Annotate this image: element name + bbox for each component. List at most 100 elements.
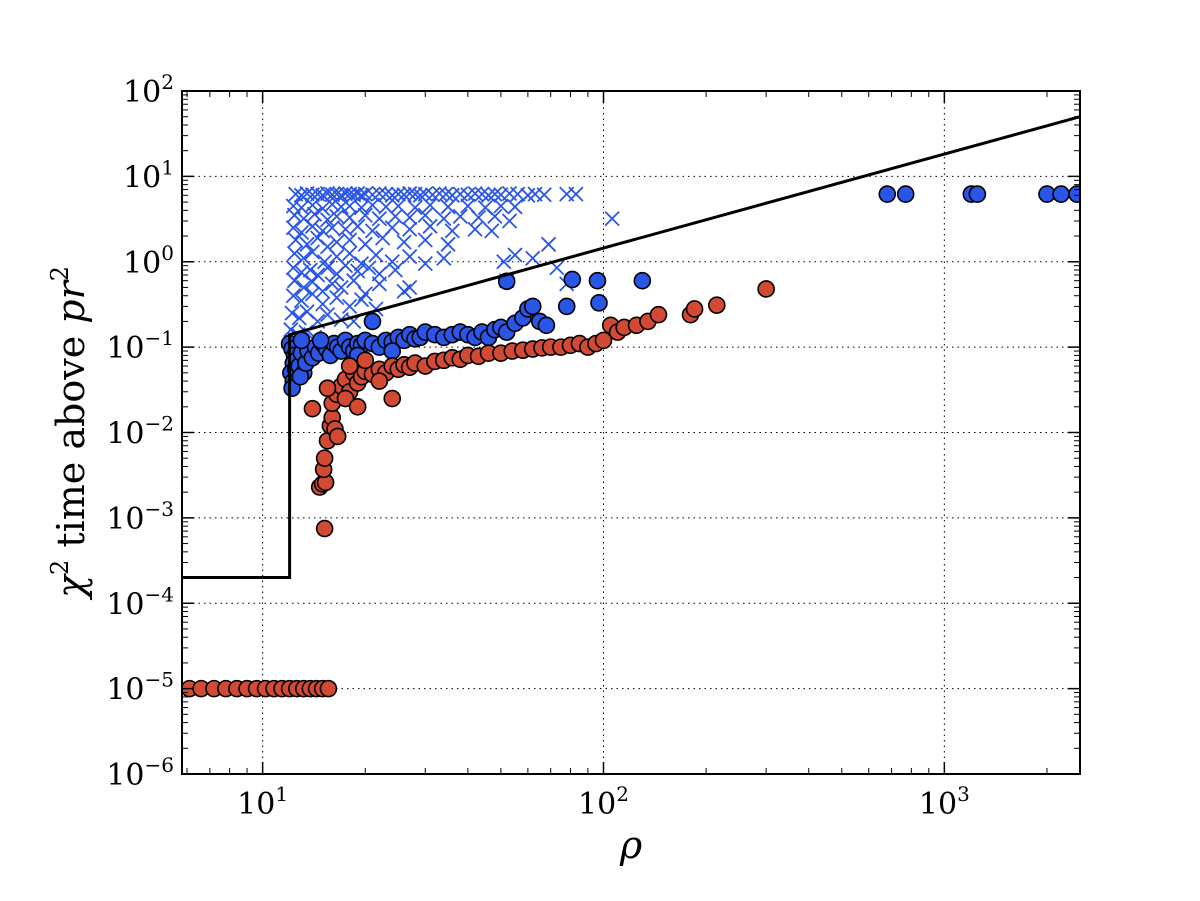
y-label-var: pr [49, 278, 93, 323]
blue-circle-marker [1052, 185, 1070, 203]
x-marker-stroke [304, 218, 321, 234]
x-marker-stroke [371, 210, 387, 227]
x-marker [288, 186, 304, 202]
x-marker [324, 276, 340, 292]
x-marker-stroke [315, 283, 331, 299]
x-marker [288, 232, 304, 248]
x-marker-stroke [293, 187, 310, 203]
x-marker-stroke [357, 207, 373, 223]
x-marker-stroke [467, 185, 483, 202]
x-marker [540, 236, 557, 252]
x-marker [293, 293, 310, 309]
x-marker [396, 234, 412, 250]
red-circle-marker [340, 357, 359, 375]
x-marker-stroke [375, 230, 391, 246]
x-marker [387, 208, 403, 225]
x-marker-stroke [315, 296, 331, 312]
x-marker-stroke [319, 307, 336, 323]
x-marker [296, 279, 312, 296]
x-marker [422, 197, 438, 213]
x-marker-stroke [329, 208, 345, 225]
x-marker-stroke [350, 218, 366, 234]
x-marker-stroke [493, 198, 509, 214]
x-marker [536, 187, 552, 203]
red-circle-marker [336, 389, 355, 408]
x-marker-stroke [364, 223, 381, 239]
x-marker [493, 198, 509, 214]
x-marker-stroke [396, 234, 412, 250]
series-2 [182, 280, 775, 698]
x-marker [487, 186, 503, 202]
x-marker-stroke [337, 185, 354, 202]
x-marker-stroke [293, 224, 310, 241]
x-marker-stroke [536, 187, 552, 203]
blue-circle-marker [878, 185, 897, 203]
x-marker [436, 250, 452, 266]
x-marker-stroke [440, 236, 456, 252]
x-marker-stroke [304, 274, 321, 290]
x-marker-stroke [507, 199, 523, 215]
x-marker-stroke [470, 209, 487, 226]
x-marker-stroke [285, 288, 301, 304]
x-marker-stroke [390, 198, 406, 214]
y-tick-label: 100 [123, 241, 174, 281]
x-marker [525, 250, 541, 266]
x-marker-stroke [440, 199, 456, 215]
x-marker-stroke [387, 208, 403, 225]
y-axis-label: χ2 time above pr2 [46, 266, 93, 601]
y-label-mid: time above [49, 324, 93, 560]
x-marker-stroke [299, 236, 315, 252]
x-marker-stroke [444, 223, 460, 239]
x-marker [422, 218, 438, 234]
red-circle-marker [649, 305, 668, 324]
blue-circle-marker [363, 312, 382, 331]
x-marker-stroke [417, 232, 433, 248]
red-circle-marker [356, 351, 375, 370]
x-marker-stroke [604, 210, 620, 227]
x-marker [346, 273, 362, 289]
x-marker [333, 279, 349, 296]
x-marker [496, 254, 512, 270]
x-marker-stroke [333, 279, 349, 296]
x-marker [304, 244, 321, 260]
y-tick-label: 10−5 [106, 668, 174, 708]
x-marker [286, 207, 303, 223]
y-tick-label: 101 [123, 155, 174, 195]
x-marker-stroke [310, 230, 326, 246]
x-marker-stroke [417, 256, 433, 272]
x-marker-stroke [364, 197, 381, 213]
x-marker-stroke [350, 185, 366, 202]
x-marker [452, 208, 468, 225]
x-marker-stroke [304, 244, 321, 260]
x-marker-stroke [342, 298, 358, 315]
x-marker [350, 263, 366, 279]
x-marker-stroke [293, 264, 310, 281]
x-marker [324, 196, 340, 213]
x-marker-stroke [293, 293, 310, 309]
x-marker [371, 185, 387, 202]
x-marker [440, 199, 456, 215]
y-tick-label: 10−1 [106, 326, 174, 366]
x-marker-stroke [422, 218, 438, 234]
series-1 [280, 185, 1080, 398]
blue-circle-marker [590, 294, 608, 312]
red-circle-marker [370, 372, 389, 390]
x-marker [285, 288, 301, 304]
red-circle-marker [685, 300, 704, 318]
red-circle-marker [319, 679, 338, 698]
x-marker [368, 247, 384, 263]
x-marker-stroke [384, 254, 400, 270]
red-circle-marker [318, 379, 337, 398]
x-marker [342, 232, 358, 248]
red-circle-marker [708, 296, 726, 314]
x-marker-stroke [357, 186, 373, 202]
x-marker [337, 258, 354, 274]
x-marker [487, 208, 503, 225]
x-marker [402, 279, 418, 296]
x-marker [350, 218, 366, 234]
x-marker [407, 200, 423, 216]
x-marker-stroke [487, 186, 503, 202]
red-circle-marker [757, 280, 775, 298]
x-marker-stroke [540, 236, 557, 252]
red-circle-marker [328, 427, 347, 446]
